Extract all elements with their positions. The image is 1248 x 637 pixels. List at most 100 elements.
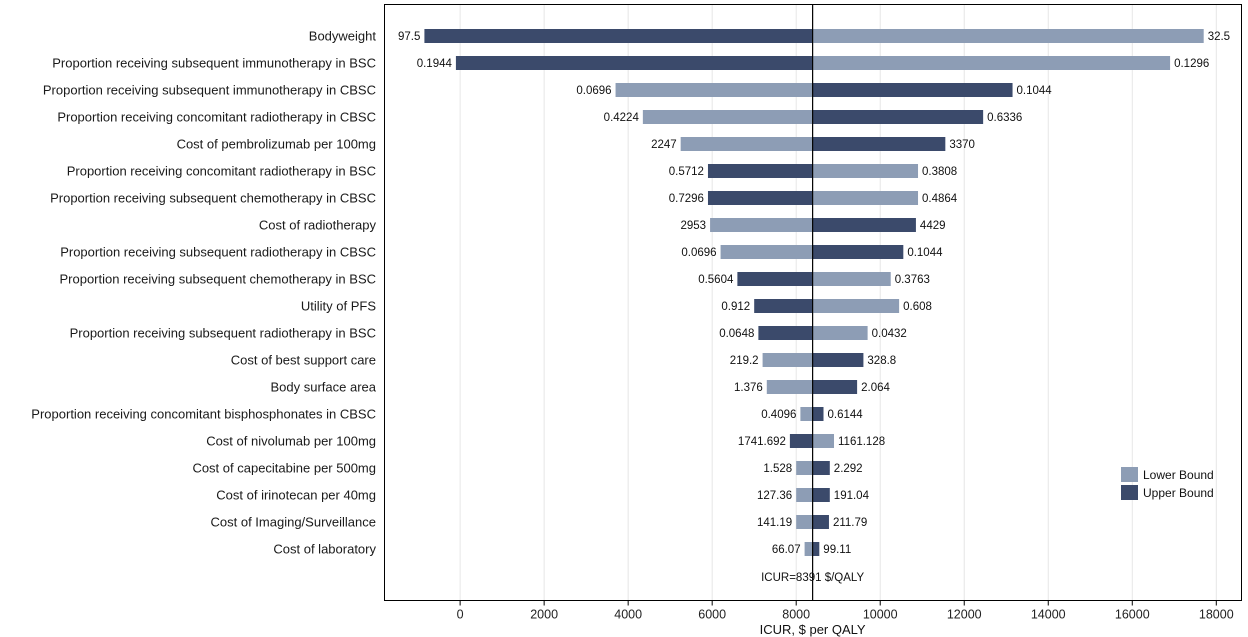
category-label: Cost of nivolumab per 100mg: [206, 434, 376, 449]
lower-bound-bar: [642, 110, 813, 124]
lower-bound-value: 219.2: [730, 355, 759, 367]
upper-bound-value: 4429: [920, 220, 946, 232]
lower-bound-bar: [710, 218, 813, 232]
upper-bound-bar: [455, 56, 813, 70]
lower-bound-bar: [720, 245, 813, 259]
upper-bound-bar: [812, 461, 830, 475]
upper-bound-value: 0.1044: [907, 247, 943, 259]
category-label: Cost of radiotherapy: [259, 218, 377, 233]
lower-bound-value: 0.3808: [922, 166, 957, 178]
value-label-layer: 32.5 97.5 0.1296 0.1944 0.0696 0.1044 0.4224 0.…: [398, 31, 1230, 556]
lower-bound-value: 141.19: [757, 517, 792, 529]
category-label: Proportion receiving concomitant radioth…: [57, 110, 376, 125]
lower-bound-value: 127.36: [757, 490, 792, 502]
lower-bound-bar: [762, 353, 813, 367]
category-label: Proportion receiving subsequent radiothe…: [70, 326, 376, 341]
upper-bound-value: 211.79: [833, 517, 867, 529]
upper-bound-value: 2.064: [861, 382, 890, 394]
lower-bound-value: 0.608: [903, 301, 932, 313]
x-tick-label: 0: [457, 608, 464, 622]
lower-bound-bar: [812, 326, 868, 340]
upper-bound-value: 1741.692: [738, 436, 786, 448]
upper-bound-value: 0.5712: [669, 166, 704, 178]
legend-upper-label: Upper Bound: [1143, 486, 1214, 500]
upper-bound-value: 0.6144: [828, 409, 864, 421]
upper-bound-bar: [812, 515, 829, 529]
upper-bound-bar: [812, 218, 916, 232]
lower-bound-bar: [812, 56, 1171, 70]
base-value-label: ICUR=8391 $/QALY: [761, 572, 864, 584]
lower-bound-value: 0.4224: [604, 112, 640, 124]
upper-bound-bar: [758, 326, 813, 340]
x-tick-label: 14000: [1031, 608, 1066, 622]
lower-bound-bar: [796, 515, 813, 529]
lower-bound-value: 32.5: [1208, 31, 1230, 43]
upper-bound-bar: [812, 542, 820, 556]
category-label: Cost of laboratory: [273, 542, 376, 557]
lower-bound-value: 0.0432: [872, 328, 907, 340]
lower-bound-value: 2953: [680, 220, 706, 232]
x-axis-title: ICUR, $ per QALY: [760, 622, 866, 637]
lower-bound-value: 0.3763: [895, 274, 930, 286]
category-label: Proportion receiving concomitant radioth…: [67, 164, 376, 179]
lower-bound-bar: [812, 299, 900, 313]
legend-upper-swatch: [1121, 485, 1138, 500]
lower-bound-bar: [812, 164, 919, 178]
x-tick-label: 8000: [782, 608, 810, 622]
x-tick-label: 2000: [530, 608, 558, 622]
lower-bound-value: 0.0696: [681, 247, 716, 259]
category-label: Proportion receiving subsequent chemothe…: [50, 191, 376, 206]
lower-bound-bar: [804, 542, 813, 556]
x-tick-layer: 0 2000 4000 6000 8000 10000 12000 14000 16000 180…: [457, 600, 1234, 622]
legend: Lower Bound Upper Bound: [1121, 467, 1214, 500]
upper-bound-bar: [707, 191, 813, 205]
lower-bound-bar: [766, 380, 813, 394]
upper-bound-value: 97.5: [398, 31, 420, 43]
category-label: Proportion receiving subsequent chemothe…: [59, 272, 376, 287]
upper-bound-value: 0.1944: [417, 58, 453, 70]
x-tick-label: 4000: [614, 608, 642, 622]
lower-bound-value: 0.0696: [576, 85, 611, 97]
upper-bound-value: 0.6336: [987, 112, 1022, 124]
lower-bound-bar: [796, 488, 813, 502]
lower-bound-bar: [812, 272, 891, 286]
upper-bound-bar: [812, 83, 1013, 97]
x-tick-label: 16000: [1115, 608, 1150, 622]
upper-bound-value: 0.912: [721, 301, 750, 313]
lower-bound-value: 0.4096: [761, 409, 796, 421]
category-label: Proportion receiving concomitant bisphos…: [31, 407, 376, 422]
lower-bound-bar: [680, 137, 813, 151]
upper-bound-value: 2.292: [834, 463, 863, 475]
upper-bound-bar: [737, 272, 813, 286]
upper-bound-value: 328.8: [867, 355, 896, 367]
lower-bound-bar: [800, 407, 813, 421]
legend-lower-label: Lower Bound: [1143, 468, 1214, 482]
lower-bound-value: 1.528: [763, 463, 792, 475]
category-label: Cost of best support care: [231, 353, 376, 368]
bar-layer: [424, 29, 1204, 556]
lower-bound-bar: [812, 191, 919, 205]
category-label: Cost of irinotecan per 40mg: [216, 488, 376, 503]
upper-bound-bar: [812, 137, 946, 151]
lower-bound-value: 2247: [651, 139, 677, 151]
upper-bound-bar: [789, 434, 813, 448]
x-tick-label: 10000: [863, 608, 898, 622]
upper-bound-bar: [812, 380, 858, 394]
legend-lower-swatch: [1121, 467, 1138, 482]
category-label: Proportion receiving subsequent immunoth…: [43, 83, 376, 98]
upper-bound-bar: [754, 299, 813, 313]
lower-bound-value: 1.376: [734, 382, 763, 394]
category-label: Cost of pembrolizumab per 100mg: [177, 137, 376, 152]
upper-bound-value: 3370: [949, 139, 975, 151]
upper-bound-value: 0.7296: [669, 193, 704, 205]
x-tick-label: 18000: [1199, 608, 1234, 622]
category-label: Proportion receiving subsequent radiothe…: [60, 245, 376, 260]
category-label: Cost of Imaging/Surveillance: [211, 515, 376, 530]
lower-bound-value: 1161.128: [838, 436, 885, 448]
lower-bound-value: 0.1296: [1174, 58, 1209, 70]
lower-bound-bar: [615, 83, 813, 97]
lower-bound-bar: [812, 29, 1204, 43]
category-label: Cost of capecitabine per 500mg: [192, 461, 376, 476]
category-label: Utility of PFS: [301, 299, 376, 314]
